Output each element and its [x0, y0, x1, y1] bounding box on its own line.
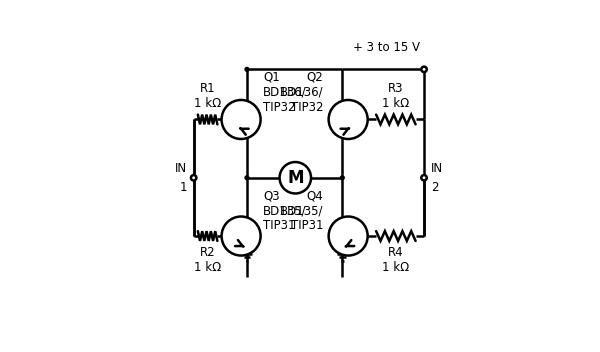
Circle shape — [421, 175, 427, 181]
Circle shape — [192, 176, 196, 180]
Circle shape — [421, 67, 427, 72]
Circle shape — [280, 162, 311, 194]
Text: IN: IN — [431, 162, 443, 175]
Circle shape — [340, 176, 344, 180]
Text: 2: 2 — [431, 181, 439, 194]
Circle shape — [221, 216, 260, 256]
Circle shape — [329, 216, 368, 256]
Text: Q3
BD135/
TIP31: Q3 BD135/ TIP31 — [263, 189, 307, 232]
Circle shape — [191, 175, 196, 181]
Text: R3
1 kΩ: R3 1 kΩ — [382, 82, 409, 110]
Text: R2
1 kΩ: R2 1 kΩ — [194, 246, 221, 274]
Text: R1
1 kΩ: R1 1 kΩ — [194, 82, 221, 110]
Text: + 3 to 15 V: + 3 to 15 V — [353, 42, 420, 55]
Circle shape — [329, 100, 368, 139]
Circle shape — [221, 100, 260, 139]
Text: R4
1 kΩ: R4 1 kΩ — [382, 246, 409, 274]
Circle shape — [245, 176, 249, 180]
Text: Q1
BD136/
TIP32: Q1 BD136/ TIP32 — [263, 71, 307, 114]
Text: M: M — [287, 169, 304, 187]
Text: Q2
BD136/
TIP32: Q2 BD136/ TIP32 — [280, 71, 323, 114]
Circle shape — [245, 68, 249, 71]
Text: 1: 1 — [179, 181, 187, 194]
Text: Q4
BD135/
TIP31: Q4 BD135/ TIP31 — [280, 189, 323, 232]
Text: IN: IN — [175, 162, 187, 175]
